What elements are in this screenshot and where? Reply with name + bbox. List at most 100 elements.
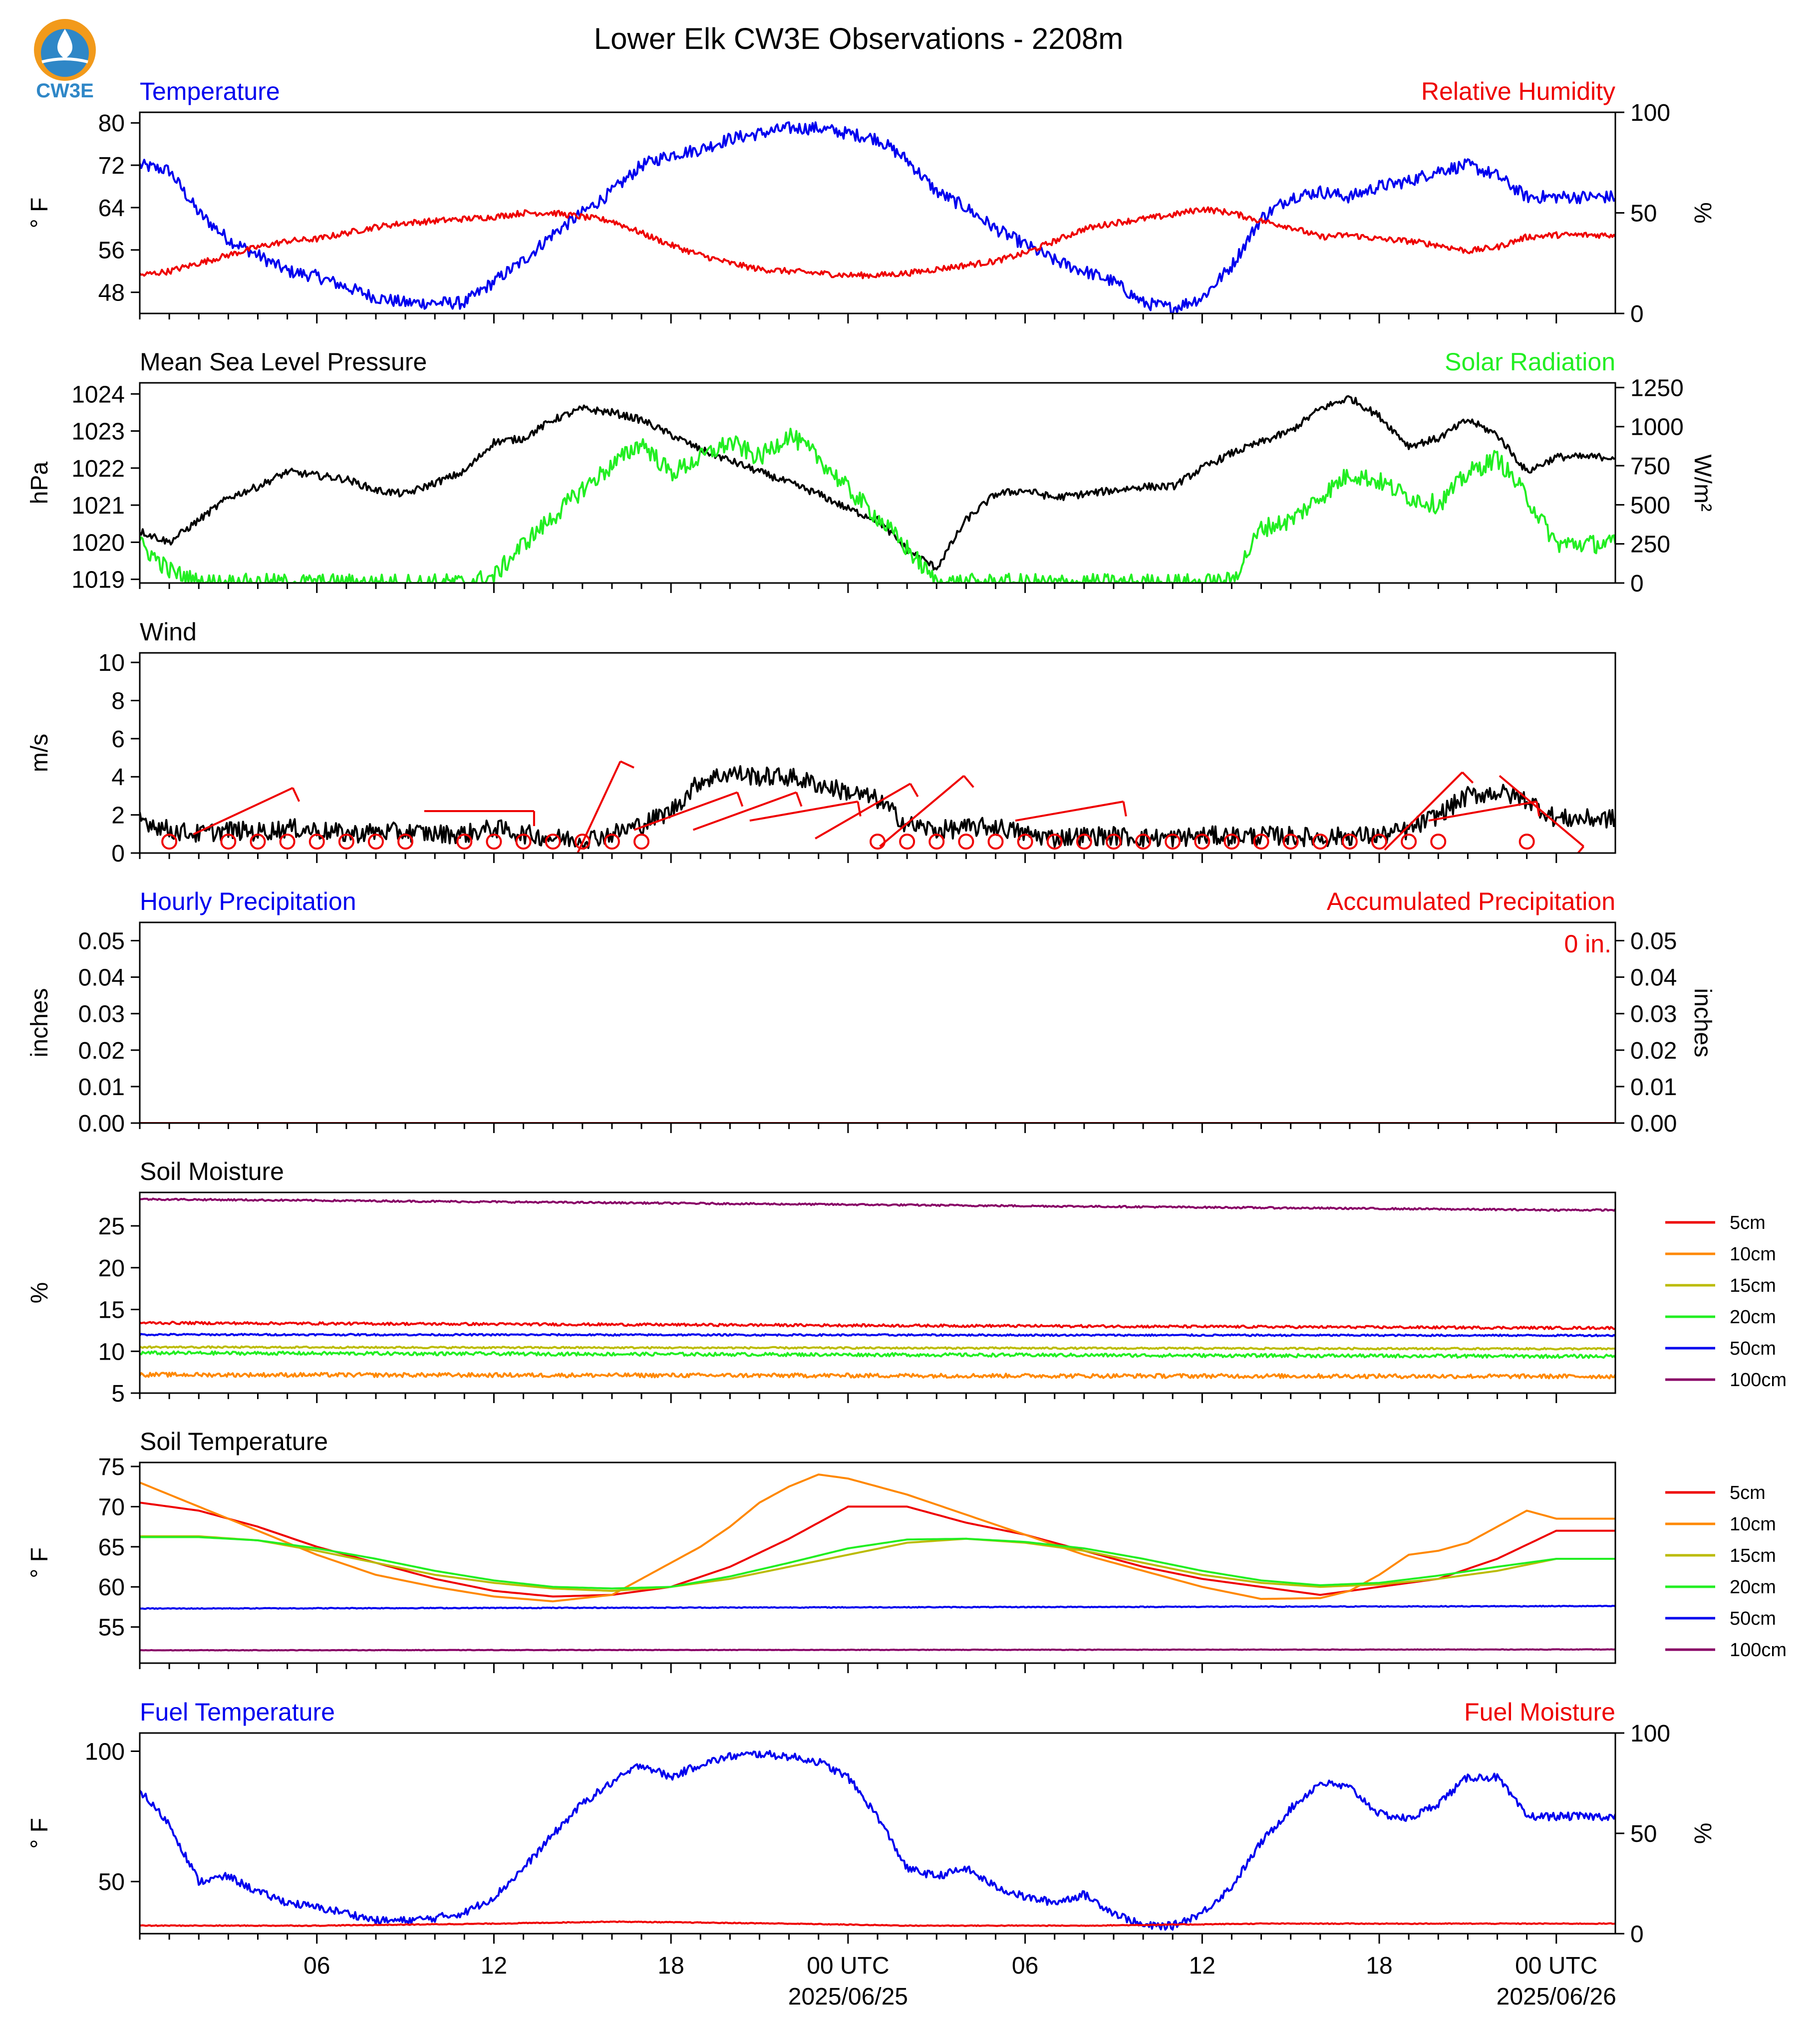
panel-wind: Wind 0 2 4 6 8 10 m/s <box>26 618 1616 867</box>
series-line-5cm <box>140 1321 1615 1330</box>
y-tick-label: 100 <box>85 1739 125 1765</box>
y-tick-label: 0.02 <box>78 1038 125 1064</box>
calm-wind-circle <box>1282 834 1299 850</box>
panel-title-right: Relative Humidity <box>1421 77 1615 105</box>
calm-wind-circle <box>1076 834 1092 850</box>
panel-fuel: Fuel Temperature Fuel Moisture 50 100 0 50 100… <box>26 1698 1716 1948</box>
calm-wind-circle <box>1430 834 1447 850</box>
y-right-tick-label: 1250 <box>1630 375 1684 401</box>
y-tick-label: 1019 <box>71 567 125 593</box>
logo-text: CW3E <box>36 80 94 102</box>
calm-wind-circle <box>633 834 650 850</box>
y-right-tick-label: 0.04 <box>1630 965 1677 991</box>
x-tick-label: 06 <box>303 1953 330 1979</box>
wind-barb <box>692 791 803 831</box>
wind-barb <box>193 787 301 836</box>
y-tick-label: 55 <box>98 1615 125 1641</box>
legend-label-15cm: 15cm <box>1730 1545 1776 1566</box>
panel-title-right: Fuel Moisture <box>1464 1698 1615 1726</box>
panel-frame <box>139 111 1616 314</box>
cw3e-logo: CW3E <box>34 19 96 102</box>
calm-wind-circle <box>574 834 591 850</box>
x-tick-label: 18 <box>1366 1953 1392 1979</box>
y-tick-label: 15 <box>98 1297 125 1324</box>
series-line-0 <box>140 765 1615 850</box>
y-right-tick-label: 1000 <box>1630 414 1684 441</box>
calm-wind-circle <box>604 834 620 850</box>
series-line-50cm <box>140 1605 1615 1610</box>
y-tick-label: 4 <box>111 764 125 791</box>
panel-soil_temperature: Soil Temperature 55 60 65 70 75 ° F 5cm 10cm 15cm… <box>26 1428 1787 1673</box>
series-line-10cm <box>140 1372 1615 1380</box>
logo-drop-icon <box>57 29 73 59</box>
x-tick-label: 18 <box>657 1953 684 1979</box>
calm-wind-circle <box>1401 834 1417 850</box>
calm-wind-circle <box>928 834 945 850</box>
calm-wind-circle <box>1017 834 1033 850</box>
series-line-15cm <box>140 1535 1615 1592</box>
y-right-tick-label: 0.02 <box>1630 1038 1677 1064</box>
calm-wind-circle <box>1194 834 1211 850</box>
x-tick-label: 12 <box>1189 1953 1215 1979</box>
calm-wind-circle <box>1371 834 1388 850</box>
panels: Temperature Relative Humidity485664728005… <box>26 77 1787 1948</box>
legend-label-10cm: 10cm <box>1730 1514 1776 1535</box>
y-tick-label: 0 <box>111 841 125 867</box>
panel-title-left: Soil Moisture <box>140 1158 284 1185</box>
legend-label-10cm: 10cm <box>1730 1244 1776 1265</box>
y-right-tick-label: 50 <box>1630 201 1657 227</box>
panel-title-left: Mean Sea Level Pressure <box>140 348 427 376</box>
y-right-tick-label: 250 <box>1630 532 1670 558</box>
y-tick-label: 48 <box>98 280 125 306</box>
y-tick-label: 56 <box>98 238 125 264</box>
y-tick-label: 10 <box>98 1339 125 1365</box>
legend-label-5cm: 5cm <box>1730 1482 1766 1503</box>
calm-wind-circle <box>279 834 296 850</box>
series-group <box>140 1473 1615 1652</box>
y-right-axis-label: inches <box>1689 988 1716 1058</box>
y-right-tick-label: 0 <box>1630 571 1644 597</box>
y-tick-label: 10 <box>98 650 125 676</box>
panel-title-left: Hourly Precipitation <box>140 887 356 915</box>
wind-barb <box>1384 771 1474 851</box>
calm-wind-circle <box>1105 834 1122 850</box>
panel-title-left: Fuel Temperature <box>140 1698 335 1726</box>
calm-wind-circle <box>456 834 473 850</box>
y-tick-label: 80 <box>98 110 125 137</box>
legend-label-100cm: 100cm <box>1730 1640 1787 1661</box>
y-tick-label: 72 <box>98 153 125 179</box>
calm-wind-circle <box>161 834 178 850</box>
y-axis-label: % <box>26 1282 53 1304</box>
series-line-0 <box>140 121 1615 313</box>
calm-wind-circle <box>1135 834 1152 850</box>
panel-frame <box>139 1191 1616 1394</box>
calm-wind-circle <box>1518 834 1535 850</box>
y-tick-label: 1021 <box>71 493 125 519</box>
calm-wind-circle <box>1253 834 1269 850</box>
y-right-tick-label: 500 <box>1630 492 1670 519</box>
series-line-20cm <box>140 1350 1615 1359</box>
y-right-tick-label: 100 <box>1630 100 1670 126</box>
y-right-tick-label: 0.01 <box>1630 1074 1677 1101</box>
calm-wind-circle <box>338 834 354 850</box>
x-tick-label: 00 UTC <box>807 1953 889 1979</box>
panel-title-right: Solar Radiation <box>1445 348 1615 376</box>
y-tick-label: 0.00 <box>78 1111 125 1137</box>
legend: 5cm 10cm 15cm 20cm 50cm 100cm <box>1665 1212 1787 1391</box>
wind-barb <box>633 791 744 831</box>
calm-wind-circle <box>958 834 974 850</box>
y-axis-label: hPa <box>26 461 53 504</box>
x-date-label: 2025/06/25 <box>788 1984 908 2010</box>
y-tick-label: 0.03 <box>78 1001 125 1028</box>
series-group <box>140 1749 1615 1931</box>
series-line-10cm <box>140 1473 1615 1603</box>
panel-frame <box>139 1461 1616 1664</box>
calm-wind-circle <box>250 834 266 850</box>
y-tick-label: 75 <box>98 1454 125 1480</box>
series-line-15cm <box>140 1345 1615 1351</box>
y-tick-label: 8 <box>111 688 125 714</box>
legend-label-50cm: 50cm <box>1730 1608 1776 1629</box>
x-date-label: 2025/06/26 <box>1497 1984 1616 2010</box>
